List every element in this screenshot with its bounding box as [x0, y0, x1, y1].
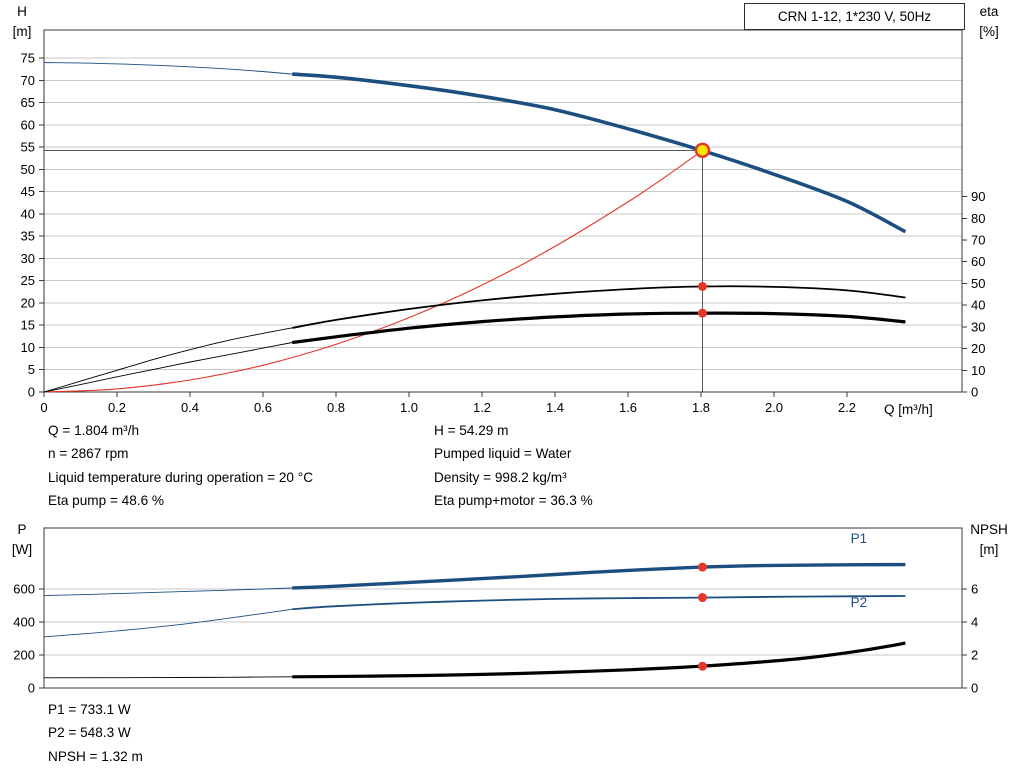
right-tick-label: 90 — [971, 189, 985, 204]
p1-duty-dot — [697, 562, 707, 572]
readout-density: Density = 998.2 kg/m³ — [434, 469, 567, 485]
power-npsh-chart: 0 200 400 600 0 2 4 6 P [W] NPSH [m] P1 P2 — [12, 522, 1008, 696]
right-tick-label: 0 — [971, 681, 978, 696]
right-tick-label: 40 — [971, 298, 985, 313]
right-tick-label: 6 — [971, 582, 978, 597]
duty-readouts-left: Q = 1.804 m³/h n = 2867 rpm Liquid tempe… — [48, 419, 313, 512]
system-curve — [43, 149, 703, 393]
right-tick-label: 80 — [971, 211, 985, 226]
left-tick-label: 70 — [21, 73, 35, 88]
readout-flow: Q = 1.804 m³/h — [48, 423, 140, 438]
right-tick-label: 10 — [971, 363, 985, 378]
duty-readouts-bottom: P1 = 733.1 W P2 = 548.3 W NPSH = 1.32 m — [48, 698, 143, 768]
p1-curve-label: P1 — [851, 531, 868, 546]
duty-readouts-right: H = 54.29 m Pumped liquid = Water Densit… — [434, 419, 593, 512]
left-axis-title: H — [17, 4, 27, 19]
x-tick-label: 1.2 — [473, 400, 491, 415]
eta-pump-duty-dot — [697, 281, 707, 291]
p2-curve-extrapolated — [43, 608, 293, 638]
plot-border — [43, 29, 963, 393]
readout-p1: P1 = 733.1 W — [48, 702, 131, 717]
readout-liquid-temperature: Liquid temperature during operation = 20… — [48, 469, 314, 485]
right-tick-label: 2 — [971, 648, 978, 663]
left-tick-label: 40 — [21, 206, 35, 221]
left-tick-label: 0 — [28, 385, 35, 400]
left-axis-unit: [W] — [12, 542, 32, 557]
left-tick-label: 50 — [21, 162, 35, 177]
left-tick-label: 20 — [21, 295, 35, 310]
p2-curve — [292, 595, 906, 611]
left-tick-label: 25 — [21, 273, 35, 288]
eta-pump-curve — [292, 285, 906, 329]
npsh-curve — [292, 641, 906, 679]
p2-curve-label: P2 — [851, 595, 868, 610]
x-tick-label: 1.6 — [619, 400, 637, 415]
right-tick-label: 20 — [971, 341, 985, 356]
qh-curve-extrapolated — [43, 62, 293, 75]
x-tick-label: 0.6 — [254, 400, 272, 415]
right-tick-label: 0 — [971, 385, 978, 400]
left-tick-label: 75 — [21, 51, 35, 66]
left-tick-label: 15 — [21, 318, 35, 333]
left-tick-label: 10 — [21, 340, 35, 355]
eta-pump-curve-extrapolated — [43, 327, 293, 393]
left-axis-title: P — [17, 522, 26, 537]
p1-curve-extrapolated — [43, 587, 293, 597]
x-axis-title: Q [m³/h] — [884, 402, 933, 417]
left-axis-unit: [m] — [13, 24, 32, 39]
p2-duty-dot — [697, 593, 707, 603]
x-tick-label: 0.4 — [181, 400, 199, 415]
x-tick-label: 2.0 — [765, 400, 783, 415]
plot-border — [43, 527, 963, 689]
x-tick-label: 1.8 — [692, 400, 710, 415]
x-tick-label: 2.2 — [838, 400, 856, 415]
left-tick-label: 60 — [21, 117, 35, 132]
readout-speed: n = 2867 rpm — [48, 446, 129, 462]
right-axis-title: eta — [980, 4, 999, 19]
left-tick-label: 45 — [21, 184, 35, 199]
left-tick-label: 200 — [13, 648, 35, 663]
readout-p2: P2 = 548.3 W — [48, 725, 131, 741]
right-axis-title: NPSH — [970, 522, 1008, 537]
x-tick-label: 1.0 — [400, 400, 418, 415]
eta-pump-motor-duty-dot — [697, 308, 707, 318]
duty-point[interactable] — [694, 142, 711, 158]
readout-pumped-liquid: Pumped liquid = Water — [434, 446, 572, 462]
left-tick-label: 55 — [21, 140, 35, 155]
right-tick-label: 4 — [971, 615, 978, 630]
npsh-curve-extrapolated — [43, 676, 293, 679]
left-tick-label: 65 — [21, 95, 35, 110]
left-tick-label: 30 — [21, 251, 35, 266]
right-axis-unit: [%] — [979, 24, 999, 39]
pump-model-title: CRN 1-12, 1*230 V, 50Hz — [744, 3, 965, 30]
right-axis-unit: [m] — [980, 542, 999, 557]
right-tick-label: 60 — [971, 254, 985, 269]
p1-curve — [292, 562, 906, 590]
readout-npsh: NPSH = 1.32 m — [48, 748, 143, 764]
right-tick-label: 50 — [971, 276, 985, 291]
left-tick-label: 5 — [28, 362, 35, 377]
left-tick-label: 0 — [28, 681, 35, 696]
left-tick-label: 400 — [13, 615, 35, 630]
x-tick-label: 0 — [40, 400, 47, 415]
x-tick-label: 0.2 — [108, 400, 126, 415]
readout-eta-pump-motor: Eta pump+motor = 36.3 % — [434, 492, 593, 508]
eta-pump-motor-curve-extrapolated — [43, 342, 293, 393]
x-tick-label: 1.4 — [546, 400, 564, 415]
right-tick-label: 30 — [971, 319, 985, 334]
npsh-duty-dot — [697, 661, 707, 671]
x-tick-label: 0.8 — [327, 400, 345, 415]
left-tick-label: 600 — [13, 582, 35, 597]
qh-eta-chart: 0 5 10 15 20 25 30 35 40 45 50 55 60 65 70 75 0 10 20 30 40 5… — [13, 4, 999, 417]
readout-head: H = 54.29 m — [434, 423, 509, 438]
left-tick-label: 35 — [21, 229, 35, 244]
qh-curve — [292, 72, 907, 234]
right-tick-label: 70 — [971, 232, 985, 247]
eta-pump-motor-curve — [291, 311, 906, 345]
readout-eta-pump: Eta pump = 48.6 % — [48, 492, 164, 508]
